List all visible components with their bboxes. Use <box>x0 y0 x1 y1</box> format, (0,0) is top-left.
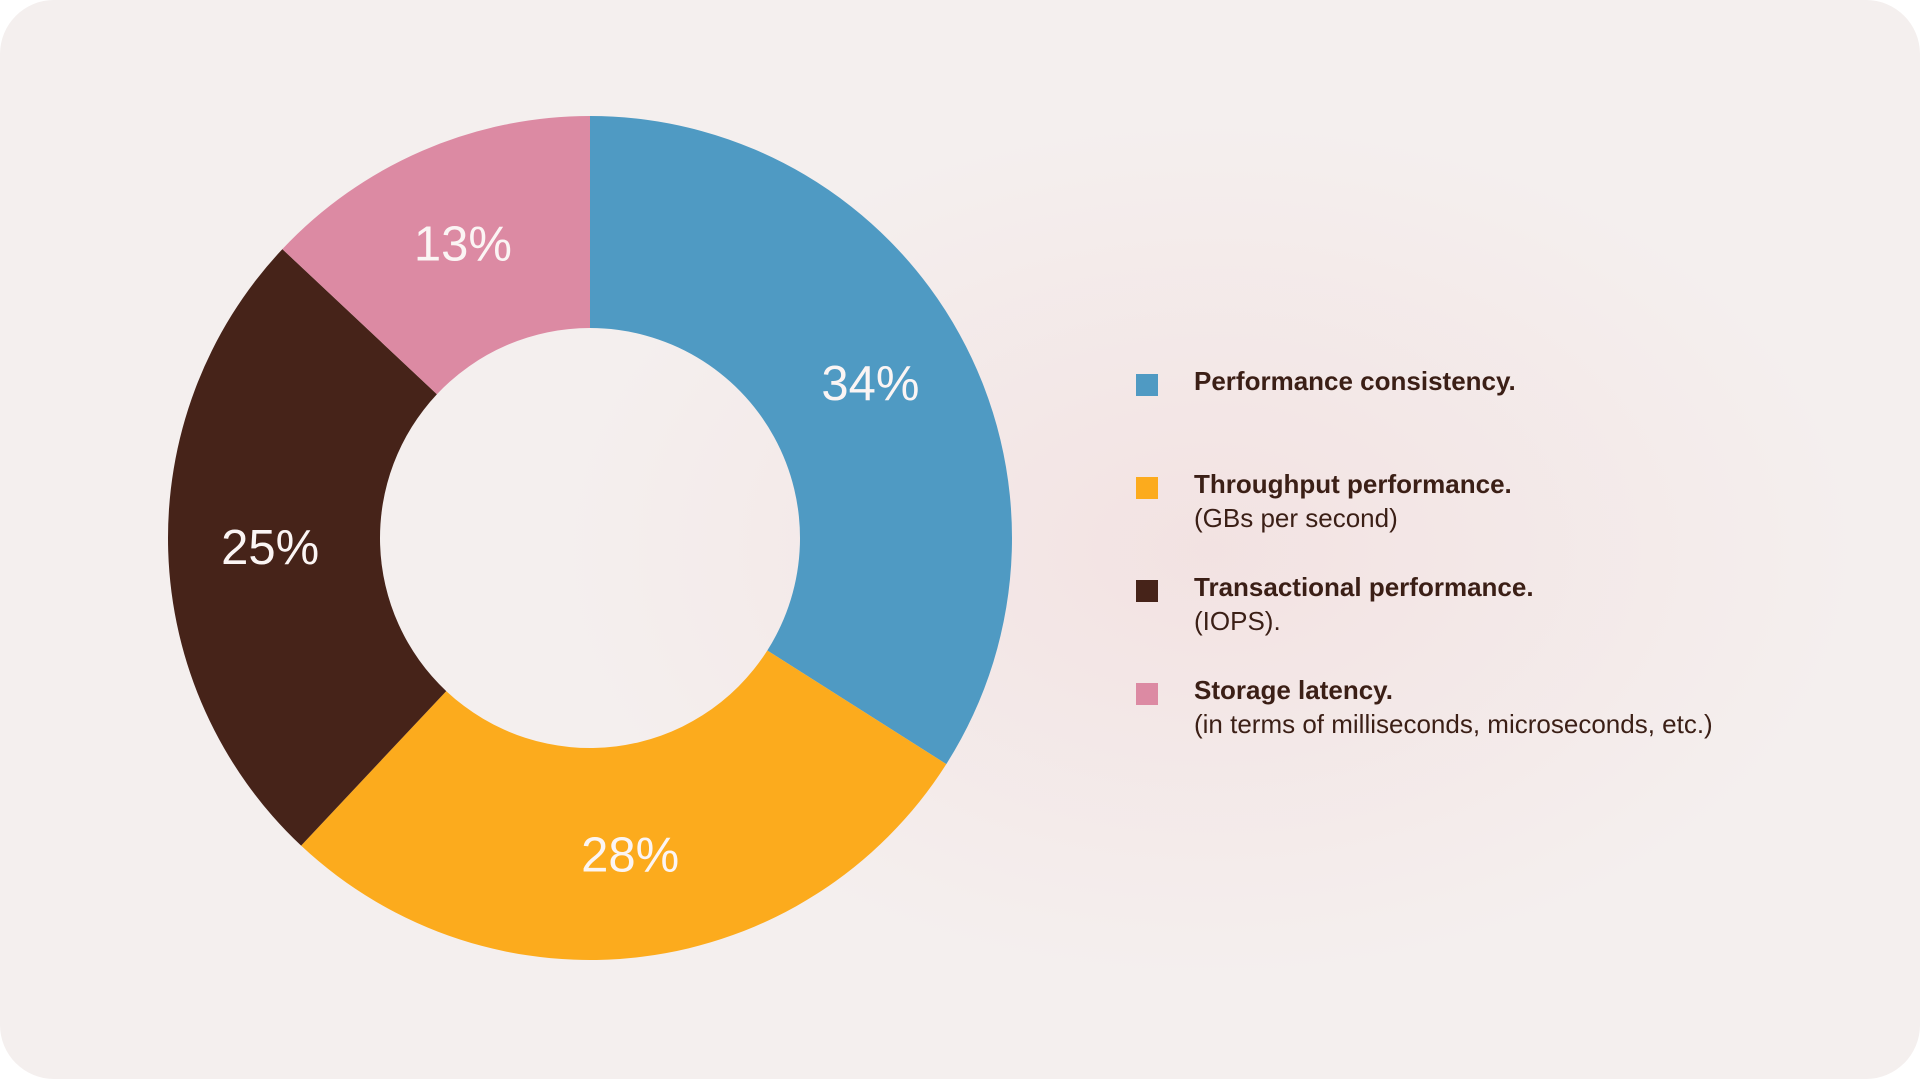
legend-swatch <box>1136 374 1158 396</box>
legend-title: Performance consistency. <box>1194 366 1516 396</box>
slice-label-performance-consistency: 34% <box>821 357 919 411</box>
slice-throughput-performance <box>301 650 947 961</box>
slice-transactional-performance <box>167 249 447 846</box>
legend-item-transactional-performance: Transactional performance. (IOPS). <box>1136 570 1836 673</box>
legend-swatch <box>1136 477 1158 499</box>
legend-swatch <box>1136 580 1158 602</box>
legend-title: Storage latency. <box>1194 675 1393 705</box>
legend-title: Transactional performance. <box>1194 572 1534 602</box>
slice-label-storage-latency: 13% <box>414 217 512 271</box>
legend-subtitle: (in terms of milliseconds, microseconds,… <box>1194 709 1713 739</box>
legend: Performance consistency. Throughput perf… <box>1136 364 1836 776</box>
legend-subtitle: (IOPS). <box>1194 606 1281 636</box>
legend-swatch <box>1136 683 1158 705</box>
legend-item-performance-consistency: Performance consistency. <box>1136 364 1836 467</box>
legend-item-storage-latency: Storage latency. (in terms of millisecon… <box>1136 673 1836 776</box>
legend-title: Throughput performance. <box>1194 469 1512 499</box>
legend-subtitle: (GBs per second) <box>1194 503 1398 533</box>
slice-storage-latency <box>282 116 590 395</box>
legend-item-throughput-performance: Throughput performance. (GBs per second) <box>1136 467 1836 570</box>
slice-label-transactional-performance: 25% <box>221 521 319 575</box>
slice-label-throughput-performance: 28% <box>581 828 679 882</box>
slice-performance-consistency <box>590 116 1013 765</box>
